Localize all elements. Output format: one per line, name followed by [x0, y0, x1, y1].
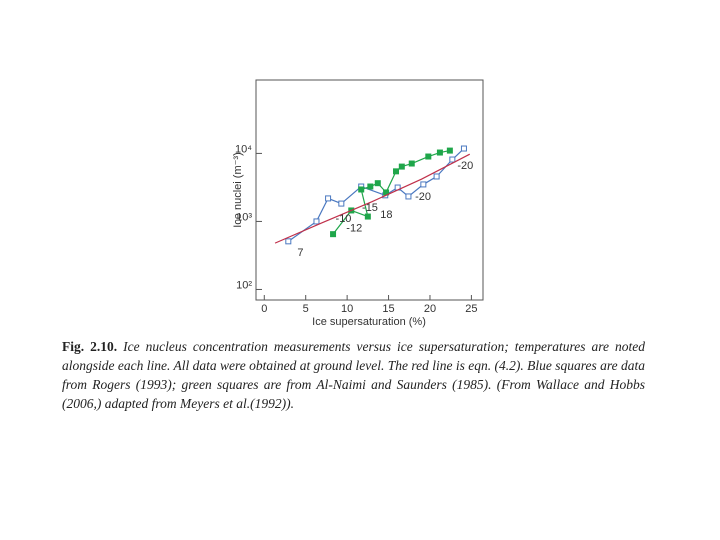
data-point: [433, 173, 440, 180]
x-tick-label: 20: [424, 303, 436, 315]
annotation: 7: [297, 247, 303, 259]
data-point: [449, 156, 456, 163]
caption: Fig. 2.10. Ice nucleus concentration mea…: [62, 337, 645, 413]
data-point: [367, 183, 374, 190]
x-tick-label: 15: [382, 303, 394, 315]
data-point: [325, 195, 332, 202]
x-tick-label: 25: [465, 303, 477, 315]
x-tick-label: 10: [341, 303, 353, 315]
data-point: [364, 213, 371, 220]
data-point: [398, 163, 405, 170]
data-point: [405, 193, 412, 200]
data-point: [420, 181, 427, 188]
series-line: [274, 153, 471, 244]
data-point: [330, 231, 337, 238]
data-point: [460, 145, 467, 152]
data-point: [436, 149, 443, 156]
x-tick-label: 5: [303, 303, 309, 315]
annotation: -20: [415, 191, 431, 203]
chart: Ice supersaturation (%) Ice nuclei (m⁻³)…: [232, 79, 484, 328]
annotation: 18: [380, 209, 392, 221]
annotation: -10: [336, 213, 352, 225]
annotation: -20: [457, 160, 473, 172]
data-point: [313, 218, 320, 225]
data-point: [408, 160, 415, 167]
y-tick-label: 10⁴: [235, 143, 252, 155]
data-point: [374, 180, 381, 187]
plot-frame: [255, 79, 484, 301]
series-line: [287, 148, 465, 242]
y-tick-label: 10²: [236, 279, 252, 291]
data-point: [338, 200, 345, 207]
y-axis-label: Ice nuclei (m⁻³): [232, 152, 244, 228]
data-point: [446, 147, 453, 154]
caption-text: Ice nucleus concentration measurements v…: [62, 339, 645, 411]
data-point: [358, 186, 365, 193]
data-point: [285, 238, 292, 245]
y-tick-label: 10³: [236, 211, 252, 223]
caption-label: Fig. 2.10.: [62, 339, 118, 354]
data-point: [393, 168, 400, 175]
x-axis-label: Ice supersaturation (%): [312, 316, 426, 328]
x-tick-label: 0: [261, 303, 267, 315]
annotation: -12: [346, 223, 362, 235]
data-point: [425, 153, 432, 160]
annotation: -15: [362, 202, 378, 214]
